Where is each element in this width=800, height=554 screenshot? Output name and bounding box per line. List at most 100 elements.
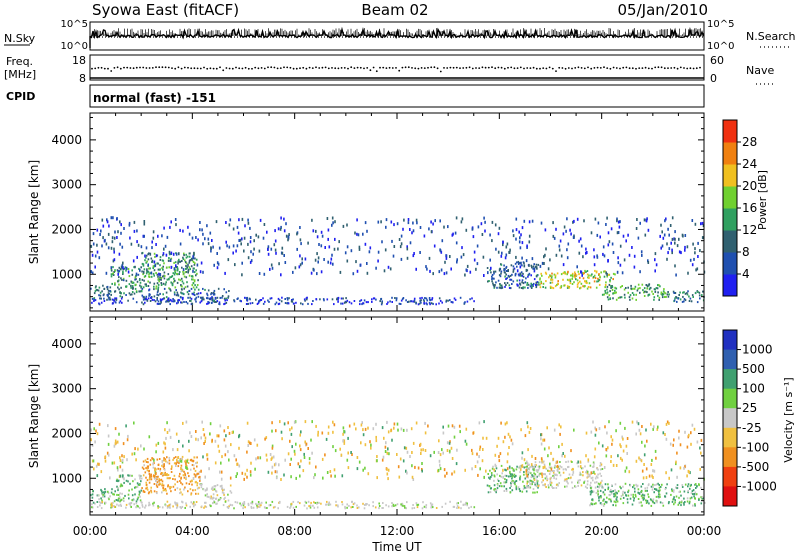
echo-cell — [259, 456, 262, 460]
echo-cell — [135, 283, 137, 286]
echo-cell — [700, 496, 702, 499]
echo-cell — [176, 504, 179, 507]
echo-cell — [587, 276, 589, 279]
echo-cell — [146, 469, 149, 472]
echo-cell — [629, 484, 632, 487]
echo-cell — [652, 486, 654, 489]
echo-cell — [286, 297, 289, 300]
echo-cell — [613, 493, 615, 495]
echo-cell — [528, 471, 531, 474]
colorbar-tick-label: -25 — [742, 421, 762, 435]
echo-cell — [250, 505, 253, 508]
echo-cell — [156, 478, 158, 481]
echo-cell — [165, 253, 168, 257]
echo-cell — [594, 477, 597, 480]
echo-cell — [696, 440, 699, 444]
echo-cell — [641, 493, 644, 496]
echo-cell — [162, 252, 165, 256]
echo-cell — [464, 468, 466, 472]
echo-cell — [206, 457, 209, 461]
echo-cell — [600, 496, 602, 499]
echo-cell — [359, 263, 362, 267]
echo-cell — [650, 422, 652, 426]
echo-cell — [385, 225, 387, 229]
echo-cell — [116, 478, 118, 481]
echo-cell — [141, 262, 144, 265]
echo-cell — [479, 467, 481, 471]
echo-cell — [622, 490, 624, 493]
echo-cell — [185, 420, 188, 424]
echo-cell — [617, 454, 619, 458]
echo-cell — [152, 502, 154, 505]
echo-cell — [639, 432, 642, 436]
echo-cell — [518, 286, 521, 289]
echo-cell — [547, 454, 549, 458]
colorbar-tick-label: 100 — [742, 382, 765, 396]
echo-cell — [668, 421, 670, 425]
echo-cell — [489, 233, 491, 237]
echo-cell — [369, 440, 371, 444]
echo-cell — [528, 467, 531, 470]
echo-cell — [465, 502, 467, 505]
echo-cell — [566, 480, 568, 483]
echo-cell — [181, 298, 184, 301]
echo-cell — [633, 287, 636, 290]
echo-cell — [113, 444, 116, 448]
echo-cell — [491, 220, 494, 224]
echo-cell — [163, 287, 166, 290]
echo-cell — [159, 302, 161, 305]
echo-cell — [498, 459, 501, 463]
echo-cell — [385, 441, 387, 445]
echo-cell — [621, 435, 623, 439]
echo-cell — [614, 494, 617, 496]
echo-cell — [622, 449, 625, 453]
echo-cell — [172, 505, 174, 508]
echo-cell — [266, 230, 268, 234]
echo-cell — [163, 463, 165, 467]
echo-cell — [623, 293, 626, 296]
echo-cell — [290, 502, 293, 505]
echo-cell — [504, 268, 506, 271]
echo-cell — [566, 286, 569, 289]
echo-cell — [533, 466, 536, 469]
echo-cell — [480, 222, 483, 226]
echo-cell — [211, 297, 214, 300]
echo-cell — [134, 493, 136, 496]
echo-cell — [639, 287, 641, 290]
echo-cell — [342, 297, 344, 300]
echo-cell — [650, 504, 653, 507]
echo-cell — [521, 256, 523, 260]
echo-cell — [419, 299, 421, 302]
echo-cell — [525, 268, 528, 272]
echo-cell — [681, 233, 684, 237]
echo-cell — [545, 280, 547, 283]
echo-cell — [428, 297, 431, 299]
echo-cell — [131, 291, 134, 293]
echo-cell — [133, 266, 135, 269]
echo-cell — [298, 465, 301, 469]
echo-cell — [178, 475, 181, 478]
echo-cell — [528, 220, 531, 224]
echo-cell — [199, 475, 201, 478]
echo-cell — [666, 242, 668, 246]
echo-cell — [500, 464, 503, 467]
echo-cell — [136, 504, 138, 507]
echo-cell — [512, 468, 515, 472]
echo-cell — [466, 300, 469, 303]
echo-cell — [271, 421, 273, 425]
echo-cell — [106, 220, 109, 224]
echo-cell — [147, 492, 150, 495]
echo-cell — [225, 240, 227, 244]
echo-cell — [152, 504, 155, 507]
echo-cell — [112, 272, 114, 275]
echo-cell — [432, 222, 434, 226]
echo-cell — [213, 488, 216, 491]
echo-cell — [308, 461, 311, 465]
echo-cell — [246, 298, 248, 301]
echo-cell — [332, 262, 334, 266]
echo-cell — [219, 485, 222, 488]
echo-cell — [103, 297, 105, 300]
echo-cell — [272, 455, 275, 459]
echo-cell — [214, 461, 217, 465]
echo-cell — [405, 446, 408, 450]
